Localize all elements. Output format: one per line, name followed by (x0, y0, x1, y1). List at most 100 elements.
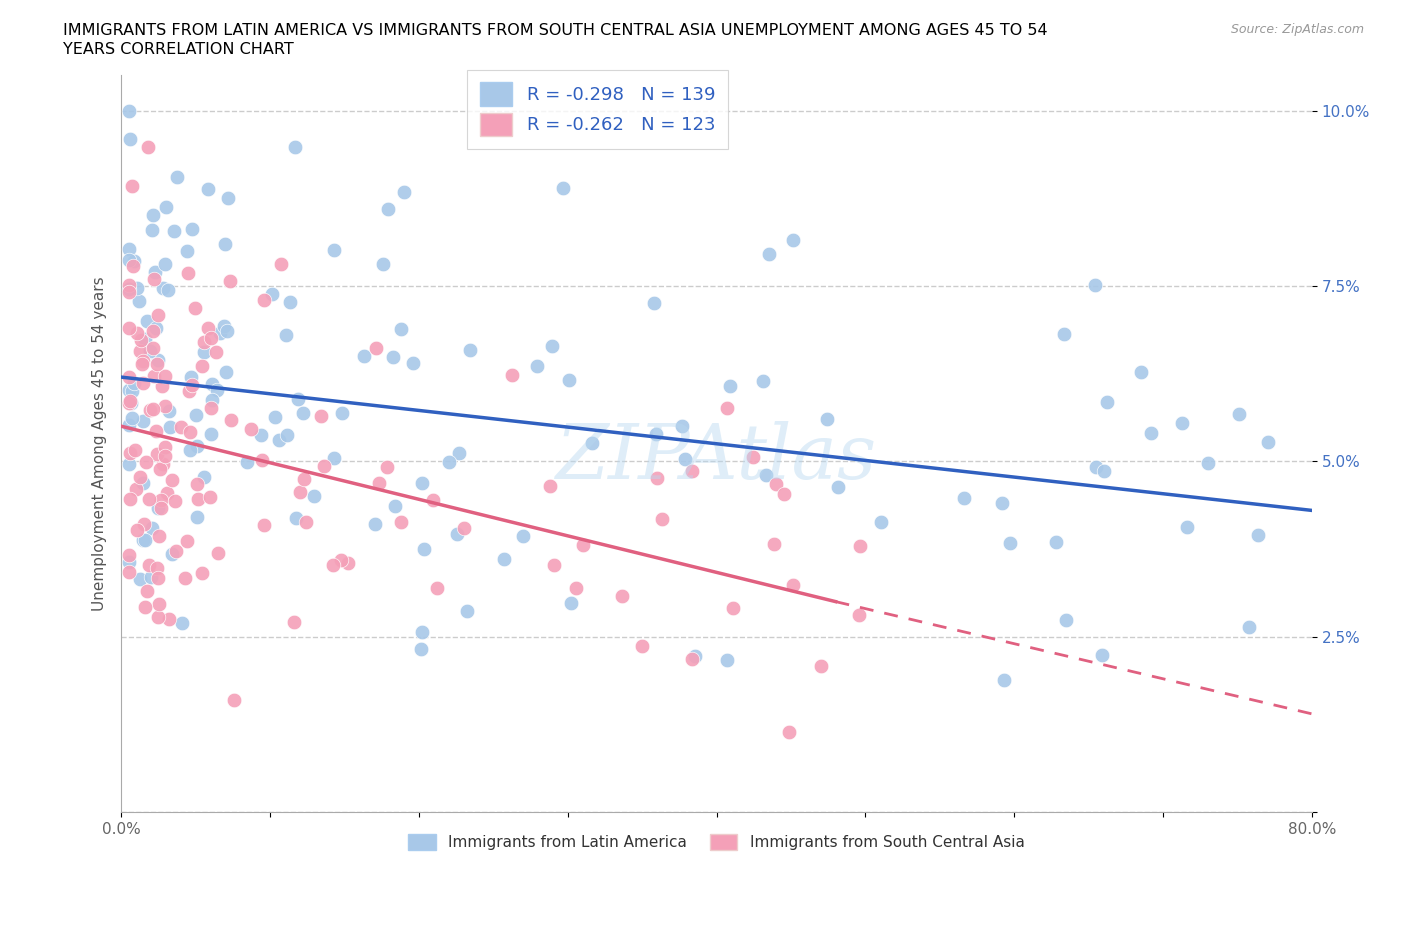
Point (191, 358, 214, 373)
Point (146, 609, 169, 624)
Point (716, 400, 738, 415)
Point (458, 343, 481, 358)
Point (166, 169, 188, 184)
Point (1175, 519, 1198, 534)
Point (827, 479, 849, 494)
Point (330, 553, 353, 568)
Point (392, 184, 415, 199)
Point (1239, 619, 1261, 634)
Point (564, 580, 586, 595)
Point (263, 410, 285, 425)
Point (330, 405, 353, 420)
Point (217, 324, 239, 339)
Point (177, 384, 200, 399)
Point (142, 402, 165, 417)
Point (146, 446, 169, 461)
Point (1045, 535, 1067, 550)
Point (322, 558, 344, 573)
Point (148, 308, 170, 323)
Point (200, 330, 222, 345)
Point (643, 295, 665, 310)
Point (453, 520, 475, 535)
Point (179, 443, 201, 458)
Point (125, 326, 148, 340)
Point (631, 639, 654, 654)
Point (129, 470, 152, 485)
Point (543, 557, 565, 572)
Point (170, 616, 193, 631)
Y-axis label: Unemployment Among Ages 45 to 54 years: Unemployment Among Ages 45 to 54 years (93, 276, 107, 611)
Point (121, 178, 143, 193)
Point (1054, 613, 1077, 628)
Point (673, 451, 696, 466)
Point (644, 427, 666, 442)
Point (494, 551, 516, 566)
Point (118, 131, 141, 146)
Point (253, 292, 276, 307)
Point (131, 357, 153, 372)
Point (402, 355, 425, 370)
Point (138, 557, 160, 572)
Point (132, 353, 155, 368)
Point (501, 367, 523, 382)
Point (124, 482, 146, 497)
Point (283, 615, 305, 630)
Point (145, 423, 167, 438)
Point (142, 207, 165, 222)
Point (262, 286, 284, 301)
Point (815, 411, 838, 426)
Point (276, 327, 298, 342)
Point (193, 345, 215, 360)
Point (149, 500, 172, 515)
Point (141, 521, 163, 536)
Point (752, 374, 775, 389)
Point (163, 493, 186, 508)
Point (122, 259, 145, 273)
Point (207, 545, 229, 560)
Point (718, 379, 741, 393)
Point (118, 321, 141, 336)
Point (142, 340, 165, 355)
Point (651, 512, 673, 527)
Point (118, 252, 141, 267)
Point (129, 572, 152, 587)
Point (118, 285, 141, 299)
Point (152, 457, 174, 472)
Point (200, 376, 222, 391)
Point (201, 392, 224, 407)
Point (215, 365, 238, 379)
Point (135, 454, 157, 469)
Point (389, 321, 412, 336)
Point (763, 537, 786, 551)
Point (1053, 327, 1076, 342)
Point (610, 589, 633, 604)
Point (134, 331, 156, 346)
Point (157, 612, 180, 627)
Point (1084, 277, 1107, 292)
Point (295, 515, 318, 530)
Point (132, 516, 155, 531)
Point (778, 724, 800, 739)
Point (197, 321, 219, 336)
Point (134, 600, 156, 615)
Point (681, 463, 703, 478)
Point (384, 498, 406, 513)
Point (993, 672, 1015, 687)
Point (118, 242, 141, 257)
Point (174, 570, 197, 585)
Point (449, 445, 471, 460)
Point (118, 282, 141, 297)
Point (205, 382, 228, 397)
Point (252, 453, 274, 468)
Point (131, 333, 153, 348)
Point (118, 418, 141, 432)
Point (377, 459, 399, 474)
Point (128, 344, 150, 359)
Point (128, 294, 150, 309)
Point (991, 496, 1014, 511)
Point (155, 200, 177, 215)
Point (437, 454, 460, 469)
Point (304, 488, 326, 503)
Point (323, 450, 346, 465)
Point (186, 439, 208, 454)
